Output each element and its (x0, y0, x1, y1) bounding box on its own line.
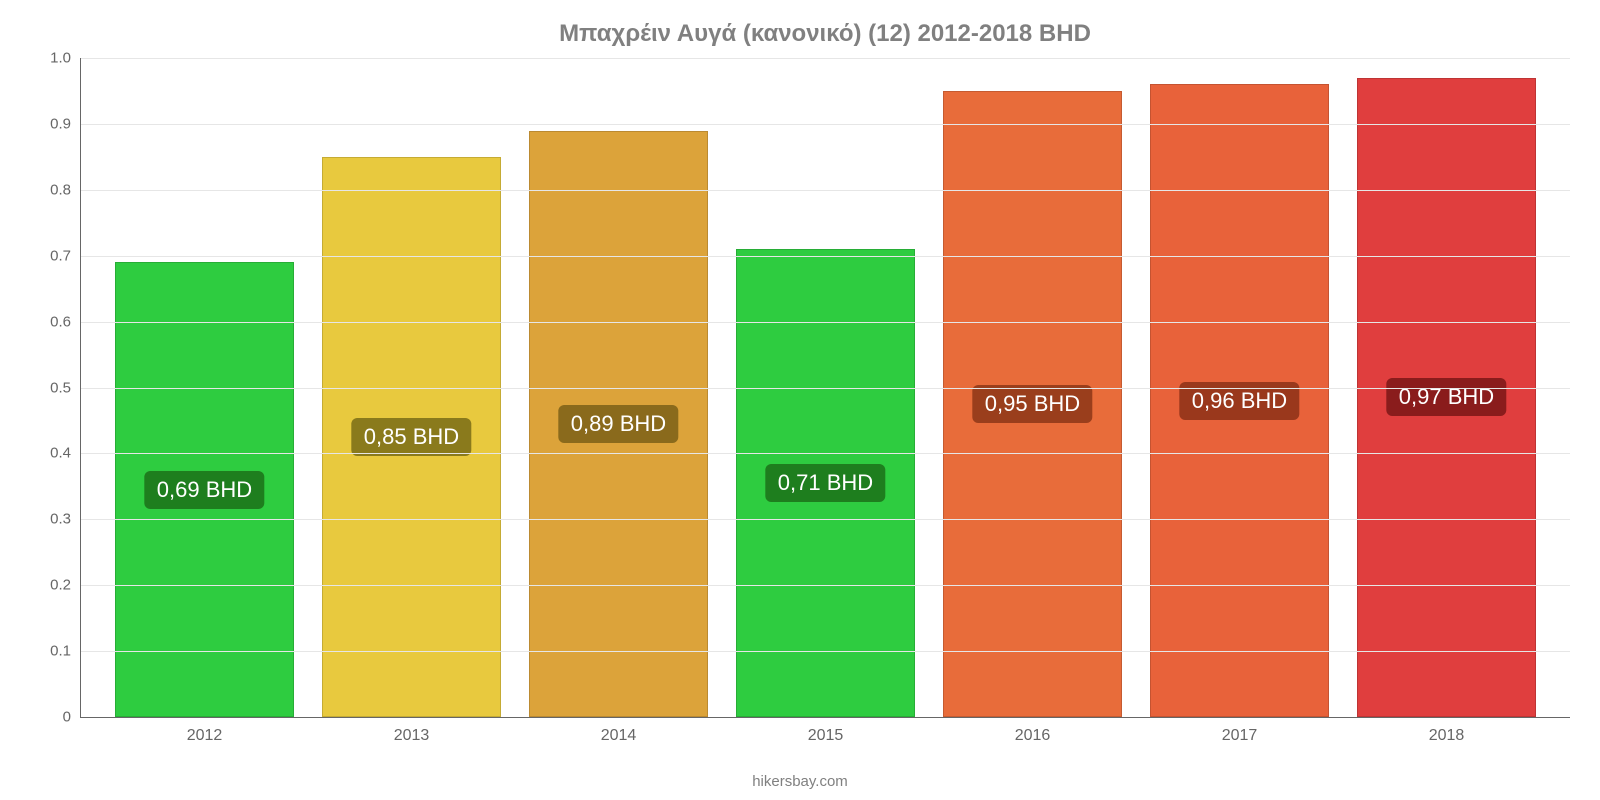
gridline (81, 388, 1570, 389)
gridline (81, 453, 1570, 454)
gridline (81, 256, 1570, 257)
bar: 0,89 BHD (529, 131, 707, 718)
ytick-label: 0.2 (50, 577, 81, 594)
bar-value-label: 0,95 BHD (973, 385, 1092, 423)
bar-value-label: 0,85 BHD (352, 418, 471, 456)
xtick-label: 2017 (1222, 717, 1258, 745)
gridline (81, 651, 1570, 652)
ytick-label: 0.1 (50, 643, 81, 660)
bar-value-label: 0,97 BHD (1387, 378, 1506, 416)
gridline (81, 190, 1570, 191)
ytick-label: 0.9 (50, 115, 81, 132)
gridline (81, 519, 1570, 520)
ytick-label: 0.8 (50, 181, 81, 198)
xtick-label: 2018 (1429, 717, 1465, 745)
bar: 0,95 BHD (943, 91, 1121, 717)
bar-value-label: 0,71 BHD (766, 464, 885, 502)
ytick-label: 0.7 (50, 247, 81, 264)
gridline (81, 322, 1570, 323)
xtick-label: 2014 (601, 717, 637, 745)
gridline (81, 124, 1570, 125)
ytick-label: 0.3 (50, 511, 81, 528)
chart-footer: hikersbay.com (752, 773, 848, 790)
ytick-label: 0 (63, 709, 81, 726)
bar: 0,97 BHD (1357, 78, 1535, 717)
bar: 0,96 BHD (1150, 84, 1328, 717)
ytick-label: 0.5 (50, 379, 81, 396)
bar: 0,69 BHD (115, 262, 293, 717)
bar: 0,71 BHD (736, 249, 914, 717)
ytick-label: 0.6 (50, 313, 81, 330)
gridline (81, 585, 1570, 586)
bar: 0,85 BHD (322, 157, 500, 717)
ytick-label: 0.4 (50, 445, 81, 462)
plot-area: 0,69 BHD20120,85 BHD20130,89 BHD20140,71… (80, 58, 1570, 718)
bar-value-label: 0,69 BHD (145, 471, 264, 509)
bar-value-label: 0,89 BHD (559, 405, 678, 443)
xtick-label: 2012 (187, 717, 223, 745)
xtick-label: 2016 (1015, 717, 1051, 745)
xtick-label: 2015 (808, 717, 844, 745)
chart-title: Μπαχρέιν Αυγά (κανονικό) (12) 2012-2018 … (80, 20, 1570, 48)
xtick-label: 2013 (394, 717, 430, 745)
ytick-label: 1.0 (50, 50, 81, 67)
gridline (81, 58, 1570, 59)
chart-container: Μπαχρέιν Αυγά (κανονικό) (12) 2012-2018 … (0, 0, 1600, 800)
